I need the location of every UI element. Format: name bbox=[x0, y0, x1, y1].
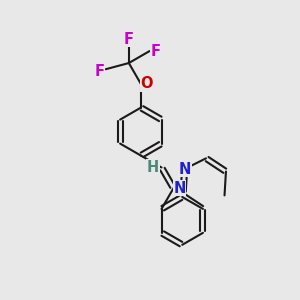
Text: N: N bbox=[173, 181, 186, 196]
Text: F: F bbox=[124, 32, 134, 46]
Text: H: H bbox=[147, 160, 159, 175]
Text: F: F bbox=[95, 64, 105, 79]
Text: O: O bbox=[140, 76, 153, 91]
Text: N: N bbox=[178, 161, 191, 176]
Text: F: F bbox=[151, 44, 160, 59]
